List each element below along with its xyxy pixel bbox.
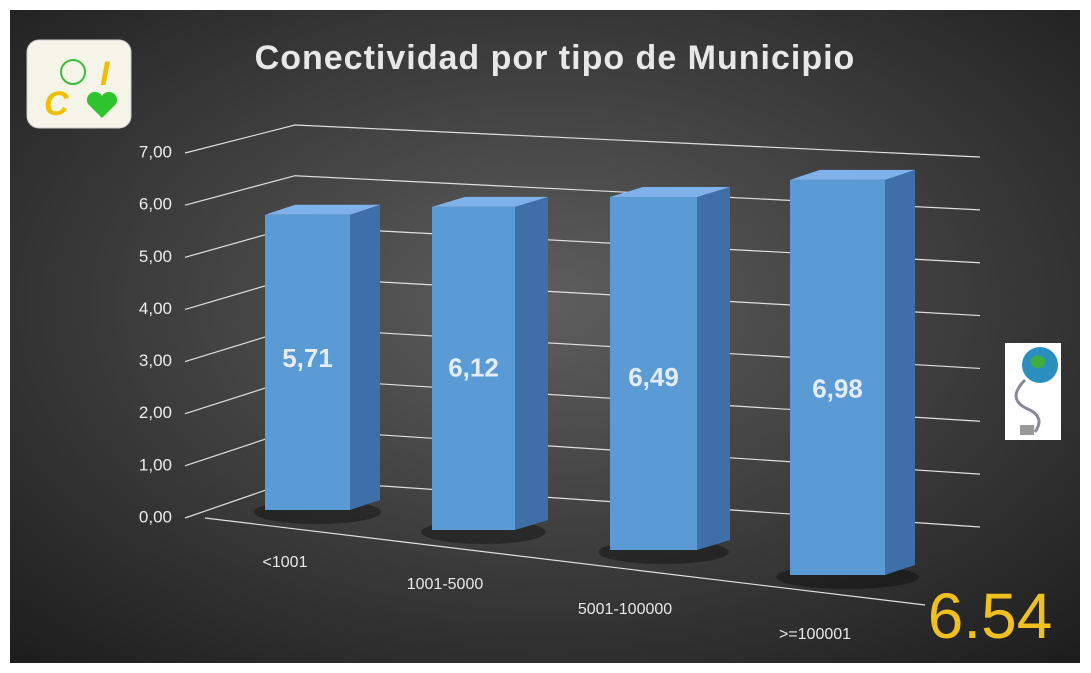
bar	[432, 206, 515, 530]
value-label: 6,98	[812, 373, 863, 403]
bar	[790, 179, 885, 575]
x-tick-label: >=100001	[779, 626, 851, 643]
grid-line	[184, 124, 981, 158]
y-tick-label: 7,00	[139, 142, 172, 161]
y-tick-label: 1,00	[139, 455, 172, 474]
bar-side	[697, 186, 730, 550]
value-label: 6,12	[448, 352, 499, 382]
y-tick-label: 4,00	[139, 299, 172, 318]
globe-icon	[1005, 343, 1061, 440]
bar-top	[432, 196, 548, 207]
y-tick-label: 6,00	[139, 195, 172, 214]
y-tick-label: 5,00	[139, 247, 172, 266]
y-tick-label: 3,00	[139, 351, 172, 370]
floor-line	[204, 517, 926, 606]
svg-text:C: C	[44, 85, 69, 123]
x-tick-label: <1001	[263, 554, 308, 571]
y-tick-label: 0,00	[139, 507, 172, 526]
x-tick-label: 1001-5000	[407, 576, 484, 593]
logo: I C	[26, 39, 132, 129]
bar-top	[790, 169, 915, 180]
y-tick-label: 2,00	[139, 403, 172, 422]
value-label: 6,49	[628, 362, 679, 392]
grid-line	[184, 175, 981, 211]
bar	[610, 196, 697, 550]
bar-side	[885, 169, 915, 575]
bar-side	[350, 204, 380, 510]
svg-text:I: I	[100, 55, 111, 93]
value-label: 5,71	[282, 343, 333, 373]
x-tick-label: 5001-100000	[578, 601, 672, 618]
bar-top	[610, 186, 730, 197]
chart-title: Conectividad por tipo de Municipio	[255, 39, 856, 77]
annotation: 6.54	[928, 580, 1053, 652]
bar-side	[515, 196, 548, 530]
bar	[265, 214, 350, 510]
bar-top	[265, 204, 380, 215]
